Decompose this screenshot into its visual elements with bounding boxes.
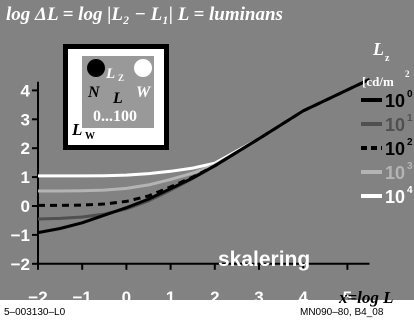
x-tick-label: 2: [210, 288, 219, 307]
legend-label: 10: [385, 187, 405, 207]
footer-code-right: MN090–80, B4_08: [300, 307, 384, 318]
annotation-skalering: skalering: [218, 248, 310, 271]
inset-range: 0...100: [93, 108, 137, 125]
inset-label-l: L: [112, 90, 123, 107]
inset-label-w: W: [136, 84, 152, 101]
y-tick-label: −1: [11, 226, 30, 245]
x-tick-label: −1: [73, 288, 92, 307]
legend-label: 10: [385, 115, 405, 135]
y-tick-label: 0: [21, 197, 30, 216]
legend-label: 10: [385, 139, 405, 159]
inset-box: L Z N L W 0...100 L W: [63, 44, 169, 150]
inset-label-lz: L: [105, 66, 115, 82]
series-line: [38, 78, 371, 207]
footer-code-left: 5–003130–L0: [4, 307, 66, 318]
legend-unit-sup: 2: [405, 69, 410, 79]
y-tick-label: 2: [21, 139, 30, 158]
page-title: log ΔL = log |L₂ − L₁| L = luminans: [6, 4, 283, 25]
x-tick-label: 3: [254, 288, 263, 307]
y-tick-label: 3: [21, 110, 30, 129]
legend-label: 10: [385, 163, 405, 183]
white-dot-icon: [134, 59, 152, 77]
y-tick-label: 4: [21, 81, 31, 100]
y-tick-label: 1: [21, 168, 30, 187]
x-tick-label: 5: [343, 288, 352, 307]
x-axis-label: x=log L: [338, 288, 394, 307]
inset-label-n: N: [87, 84, 101, 101]
legend-title-sub: z: [385, 53, 390, 64]
x-tick-label: 1: [166, 288, 175, 307]
plot-background: [0, 0, 414, 300]
inset-label-lw: L: [71, 120, 82, 139]
y-tick-label: −2: [11, 255, 30, 274]
legend-exponent: 0: [407, 89, 413, 100]
legend-exponent: 1: [407, 113, 413, 124]
legend-exponent: 4: [407, 185, 413, 196]
x-tick-label: 4: [298, 288, 308, 307]
legend-exponent: 3: [407, 161, 413, 172]
x-tick-label: 0: [122, 288, 131, 307]
legend-title: L: [372, 39, 384, 59]
x-tick-label: −2: [28, 288, 47, 307]
legend-unit: [cd/m: [362, 74, 394, 89]
inset-label-lw-sub: W: [85, 131, 95, 142]
inset-label-lz-sub: Z: [118, 73, 124, 83]
legend-label: 10: [385, 91, 405, 111]
black-dot-icon: [87, 59, 105, 77]
legend-exponent: 2: [407, 137, 413, 148]
